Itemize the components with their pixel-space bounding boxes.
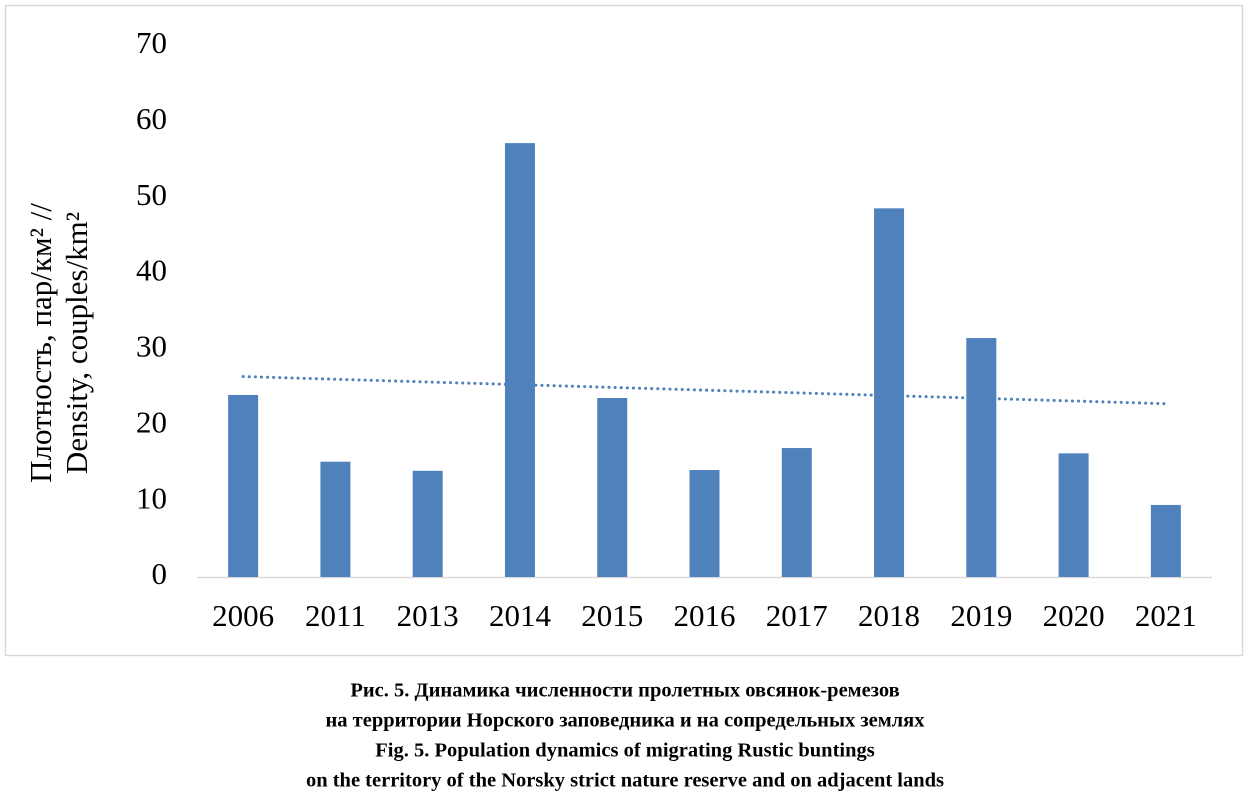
bar xyxy=(228,394,259,577)
x-tick-label: 2017 xyxy=(766,598,828,633)
y-tick-label: 70 xyxy=(136,25,167,60)
bar xyxy=(320,461,351,577)
x-tick-label: 2021 xyxy=(1135,598,1197,633)
x-tick-label: 2006 xyxy=(212,598,274,633)
y-tick-label: 60 xyxy=(136,101,167,136)
bar xyxy=(874,208,905,577)
y-tick-label: 50 xyxy=(136,177,167,212)
x-tick-label: 2014 xyxy=(489,598,552,633)
y-tick-label: 20 xyxy=(136,404,167,439)
x-tick-label: 2011 xyxy=(305,598,366,633)
caption-line: Fig. 5. Population dynamics of migrating… xyxy=(375,740,874,762)
bar xyxy=(966,338,997,577)
y-tick-label: 30 xyxy=(136,329,167,364)
bar xyxy=(781,448,812,577)
caption-line: on the territory of the Norsky strict na… xyxy=(306,770,944,792)
trendline xyxy=(241,375,1168,406)
bar xyxy=(504,143,535,577)
y-tick-label: 0 xyxy=(152,556,168,591)
y-axis-title: Плотность, пар/км² // Density, couples/k… xyxy=(23,203,94,483)
bar xyxy=(597,397,628,577)
x-tick-label: 2013 xyxy=(397,598,459,633)
y-label-line: Плотность, пар/км² // xyxy=(23,203,58,483)
caption-line: Рис. 5. Динамика численности пролетных о… xyxy=(350,680,899,702)
y-label-line: Density, couples/km² xyxy=(59,212,94,474)
x-tick-label: 2015 xyxy=(581,598,643,633)
chart-border xyxy=(4,4,1244,657)
bar xyxy=(689,470,720,577)
x-tick-label: 2016 xyxy=(674,598,736,633)
y-tick-label: 10 xyxy=(136,480,167,515)
x-tick-label: 2019 xyxy=(950,598,1012,633)
bar xyxy=(412,470,443,577)
bar xyxy=(1058,453,1089,577)
y-tick-label: 40 xyxy=(136,253,167,288)
bar xyxy=(1150,504,1181,577)
x-tick-label: 2020 xyxy=(1043,598,1105,633)
x-tick-label: 2018 xyxy=(858,598,920,633)
caption-line: на территории Норского заповедника и на … xyxy=(325,710,925,732)
